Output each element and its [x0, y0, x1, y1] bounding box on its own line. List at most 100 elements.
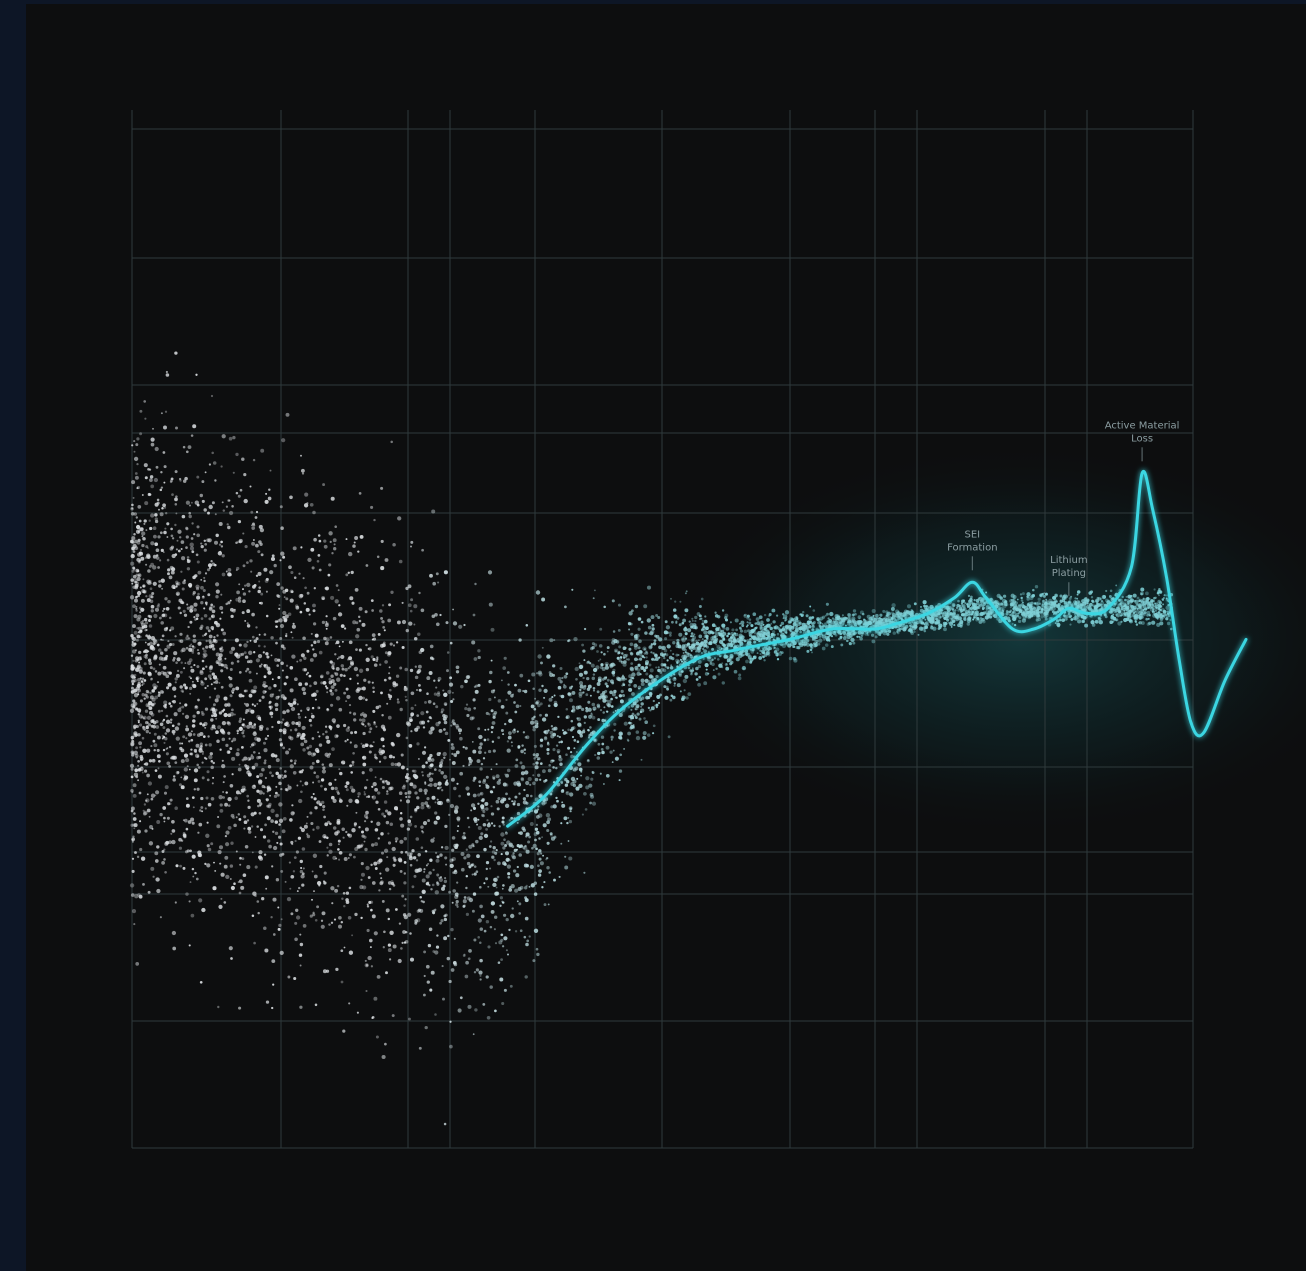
scatter-point	[220, 685, 224, 689]
scatter-point	[524, 770, 529, 775]
scatter-point	[238, 583, 241, 586]
scatter-point	[438, 769, 442, 772]
scatter-point	[377, 632, 381, 636]
scatter-point	[204, 707, 209, 711]
scatter-point	[567, 746, 571, 750]
scatter-point	[130, 511, 135, 516]
scatter-point	[136, 540, 141, 545]
scatter-point	[326, 739, 331, 744]
scatter-point	[309, 765, 314, 770]
scatter-point	[150, 677, 153, 680]
scatter-point	[192, 719, 196, 723]
scatter-point	[771, 632, 775, 636]
scatter-point	[353, 541, 356, 544]
scatter-point	[387, 651, 392, 656]
scatter-point	[175, 548, 178, 551]
scatter-point	[161, 634, 165, 638]
scatter-point	[162, 503, 166, 508]
scatter-point	[304, 586, 307, 590]
scatter-point	[196, 475, 200, 479]
scatter-point	[532, 762, 535, 766]
scatter-point	[602, 783, 605, 785]
scatter-point	[487, 728, 490, 731]
scatter-point	[213, 687, 217, 690]
scatter-point	[691, 617, 694, 620]
scatter-point	[475, 839, 479, 844]
scatter-point	[1035, 609, 1038, 612]
scatter-point	[847, 619, 850, 622]
scatter-point	[164, 841, 169, 846]
scatter-point	[673, 684, 676, 687]
scatter-point	[155, 725, 160, 729]
scatter-point	[185, 892, 189, 896]
scatter-point	[451, 858, 454, 862]
scatter-point	[246, 794, 250, 798]
scatter-point	[387, 832, 390, 835]
scatter-point	[542, 769, 546, 774]
scatter-point	[693, 633, 696, 636]
scatter-point	[811, 651, 813, 654]
scatter-point	[477, 793, 481, 797]
scatter-point	[578, 694, 583, 698]
scatter-point	[176, 771, 180, 774]
scatter-point	[414, 704, 417, 707]
scatter-point	[144, 641, 147, 644]
scatter-point	[347, 833, 350, 837]
scatter-point	[345, 781, 350, 785]
scatter-point	[366, 903, 369, 906]
scatter-point	[1157, 607, 1161, 611]
scatter-point	[715, 627, 720, 632]
scatter-point	[173, 651, 178, 656]
scatter-point	[1039, 593, 1044, 598]
scatter-point	[192, 733, 196, 736]
scatter-point	[764, 647, 769, 652]
scatter-point	[409, 609, 413, 613]
scatter-point	[561, 729, 565, 732]
scatter-point	[163, 700, 168, 705]
scatter-point	[699, 618, 702, 621]
scatter-point	[238, 1006, 242, 1010]
scatter-point	[710, 638, 715, 644]
scatter-point	[847, 613, 851, 617]
scatter-point	[491, 791, 494, 794]
scatter-point	[371, 914, 376, 919]
scatter-point	[148, 841, 154, 846]
scatter-point	[648, 692, 653, 696]
scatter-point	[336, 820, 341, 825]
scatter-point	[292, 622, 295, 625]
scatter-point	[247, 826, 252, 831]
scatter-point	[385, 908, 390, 913]
scatter-point	[402, 784, 406, 788]
scatter-point	[243, 820, 248, 825]
scatter-point	[396, 698, 400, 701]
scatter-point	[271, 774, 274, 778]
scatter-point	[294, 759, 297, 763]
scatter-point	[266, 655, 270, 659]
scatter-point	[397, 958, 402, 964]
scatter-point	[549, 672, 554, 678]
scatter-point	[334, 653, 337, 656]
scatter-point	[276, 720, 281, 725]
scatter-point	[205, 639, 208, 643]
scatter-point	[235, 790, 240, 795]
scatter-point	[360, 916, 363, 920]
scatter-point	[648, 663, 652, 667]
scatter-point	[703, 619, 708, 624]
scatter-point	[325, 637, 330, 642]
scatter-point	[251, 914, 255, 917]
scatter-point	[286, 723, 290, 728]
scatter-point	[299, 933, 302, 936]
scatter-point	[274, 831, 279, 836]
scatter-point	[264, 499, 269, 504]
scatter-point	[195, 613, 200, 618]
scatter-point	[131, 679, 135, 684]
scatter-point	[227, 499, 230, 502]
scatter-point	[950, 625, 953, 628]
scatter-point	[241, 457, 245, 461]
scatter-point	[501, 679, 503, 682]
scatter-point	[246, 609, 251, 614]
scatter-point	[465, 874, 469, 878]
scatter-point	[221, 720, 227, 726]
scatter-point	[377, 791, 381, 795]
scatter-point	[158, 559, 162, 562]
